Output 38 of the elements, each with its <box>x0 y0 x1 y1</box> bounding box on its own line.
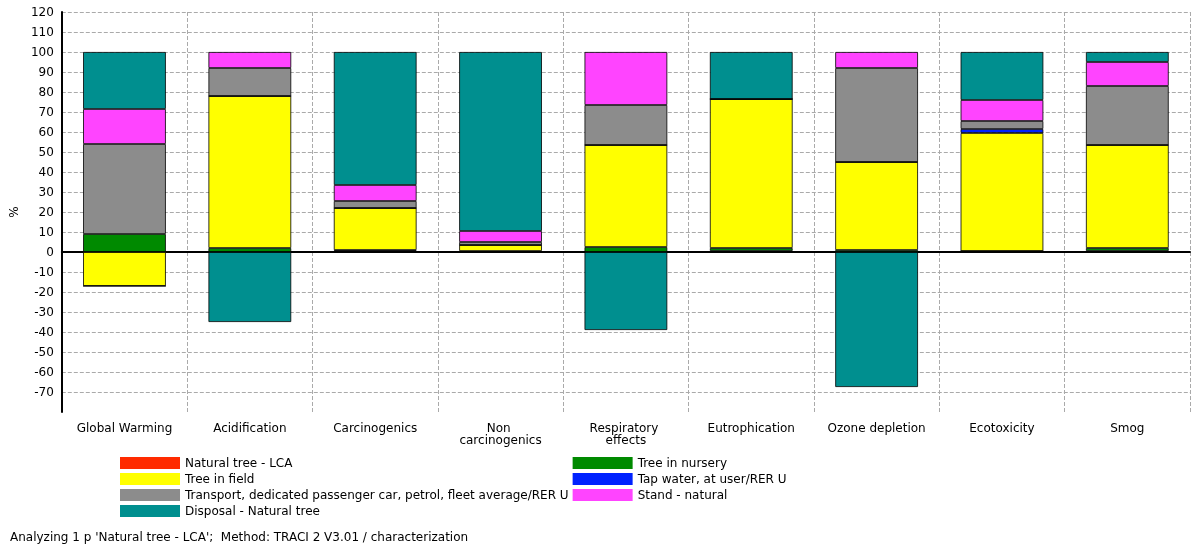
y-tick-label: 50 <box>38 145 54 159</box>
x-tick-label: Global Warming <box>76 421 173 435</box>
x-tick-label: Eutrophication <box>707 421 795 435</box>
y-tick-label: 60 <box>38 125 54 139</box>
y-tick-label: -60 <box>34 365 54 379</box>
x-tick-label: Non carcinogenics <box>459 421 542 447</box>
legend-label: Natural tree - LCA <box>185 456 294 470</box>
y-tick-label: 90 <box>38 65 54 79</box>
x-tick-label: Smog <box>1110 421 1145 435</box>
y-tick-label: 70 <box>38 105 54 119</box>
y-tick-label: -20 <box>34 285 54 299</box>
y-tick-label: 20 <box>38 205 54 219</box>
legend-label: Tree in nursery <box>636 456 728 470</box>
x-tick-label: Respiratory effects <box>589 421 663 447</box>
y-tick-label: 30 <box>38 185 54 199</box>
y-tick-label: -10 <box>34 265 54 279</box>
y-axis-title: % <box>7 206 21 218</box>
legend-label: Transport, dedicated passenger car, petrol, fleet average/RER U <box>184 488 569 502</box>
x-tick-label: Ecotoxicity <box>969 421 1035 435</box>
legend-label: Tree in field <box>184 472 255 486</box>
y-tick-label: 100 <box>30 45 54 59</box>
legend-label: Tap water, at user/RER U <box>636 472 787 486</box>
x-tick-label: Ozone depletion <box>827 421 926 435</box>
text: Analyzing 1 p 'Natural tree - LCA'; Method: TRACI 2 V3.01 / characterization <box>10 530 469 544</box>
legend-label: Stand - natural <box>637 488 728 502</box>
y-tick-label: -30 <box>34 305 54 319</box>
legend-label: Disposal - Natural tree <box>185 504 320 518</box>
y-tick-label: -70 <box>34 385 54 399</box>
x-tick-label: Carcinogenics <box>333 421 418 435</box>
y-tick-label: -50 <box>34 345 54 359</box>
y-tick-label: 110 <box>30 25 54 39</box>
y-tick-label: -40 <box>34 325 54 339</box>
y-tick-label: 10 <box>38 225 54 239</box>
x-tick-label: Acidification <box>213 421 287 435</box>
y-tick-label: 40 <box>38 165 54 179</box>
y-tick-label: 80 <box>38 85 54 99</box>
y-tick-label: 0 <box>46 245 54 259</box>
y-tick-label: 120 <box>30 5 54 19</box>
